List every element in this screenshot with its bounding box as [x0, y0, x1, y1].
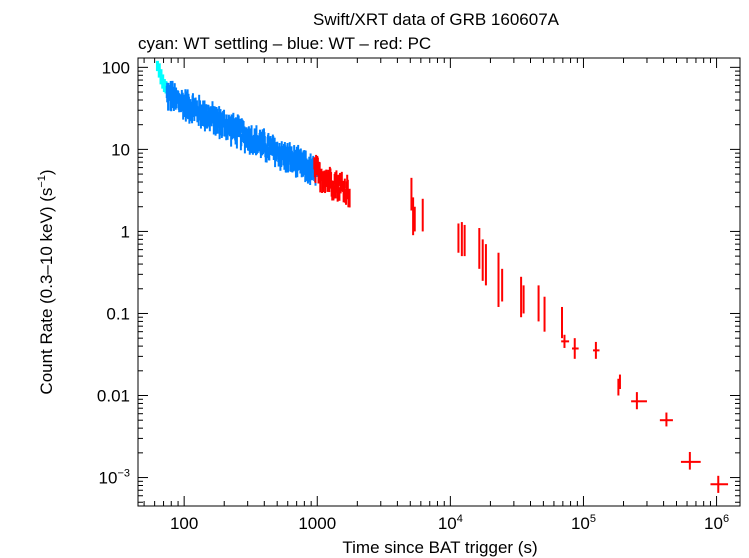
y-axis-label-main: Count Rate (0.3–10 keV) (s	[37, 188, 56, 395]
series-group-wt-settling	[155, 60, 168, 94]
y-tick-label: 0.1	[106, 304, 130, 323]
series-wt	[165, 80, 319, 186]
axes-layer: 100 1000 104 105 106 100 10 1 0.1 0.01 10−3	[97, 58, 740, 533]
y-axis-label-close: )	[37, 169, 56, 175]
y-tick-label: 0.01	[97, 387, 130, 406]
x-axis-label: Time since BAT trigger (s)	[342, 538, 537, 557]
series-group-pc	[410, 177, 729, 493]
y-axis-label-exponent: −1	[36, 175, 48, 188]
x-tick-label: 104	[438, 513, 463, 533]
series-pc	[313, 154, 351, 208]
data-layer	[155, 60, 729, 493]
y-tick-label: 10−3	[99, 468, 130, 488]
y-tick-label: 100	[102, 58, 130, 77]
x-tick-label: 1000	[298, 514, 336, 533]
chart-subtitle: cyan: WT settling – blue: WT – red: PC	[138, 34, 431, 53]
x-tick-label: 100	[170, 514, 198, 533]
plot-frame	[137, 57, 741, 507]
chart-title: Swift/XRT data of GRB 160607A	[313, 10, 560, 29]
x-tick-label: 106	[704, 513, 729, 533]
y-tick-label: 1	[121, 222, 130, 241]
y-axis-label: Count Rate (0.3–10 keV) (s−1)	[36, 169, 56, 394]
x-tick-label: 105	[571, 513, 596, 533]
y-tick-label: 10	[111, 140, 130, 159]
